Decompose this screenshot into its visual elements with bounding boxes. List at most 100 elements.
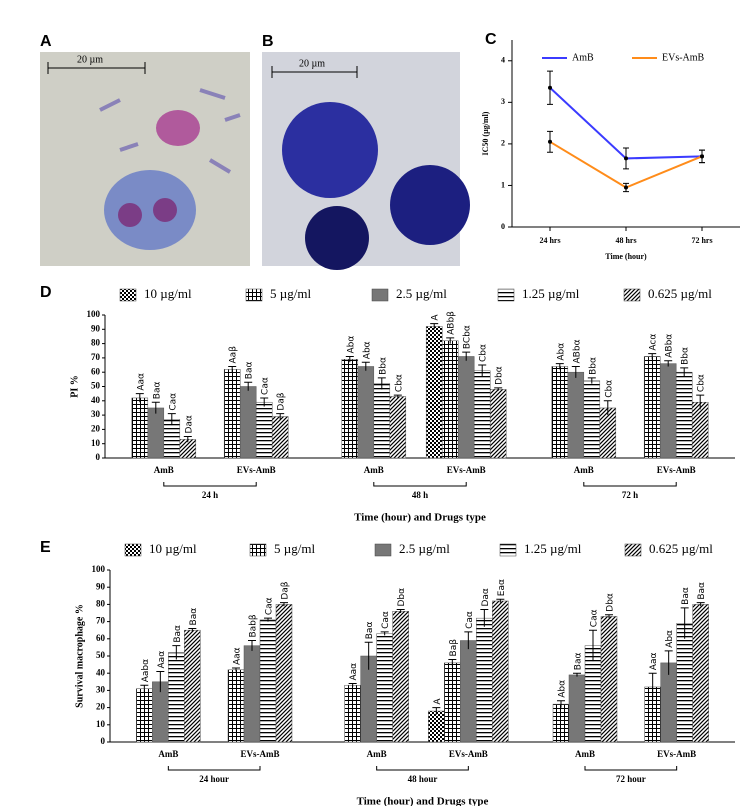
bar	[659, 363, 677, 459]
bar-label: Daβ	[281, 581, 291, 599]
error-bar	[361, 361, 370, 371]
bar-label: Abα	[362, 341, 372, 359]
bar-label: A	[431, 314, 441, 321]
bar-label: Daβ	[277, 392, 287, 410]
x-tick-label: AmB	[575, 749, 595, 759]
bar	[239, 386, 257, 459]
bar-label: Abα	[346, 336, 356, 354]
bar	[392, 611, 409, 743]
bar-label: Caα	[590, 609, 600, 627]
bar	[373, 383, 391, 459]
bar	[583, 380, 601, 459]
y-axis-label: PI %	[69, 375, 80, 398]
group-label: 72 h	[622, 490, 638, 500]
legend-swatch	[374, 543, 392, 557]
error-bar	[480, 609, 489, 627]
point	[548, 139, 552, 144]
error-bar	[364, 641, 373, 670]
y-tick-label: 80	[91, 338, 101, 348]
legend-swatch	[124, 543, 142, 557]
y-tick-label: 90	[91, 323, 101, 333]
bar-label: Caα	[381, 611, 391, 629]
error-bar	[496, 598, 505, 603]
error-bar	[448, 658, 457, 667]
bar	[275, 604, 293, 743]
error-bar	[264, 617, 272, 622]
bar	[136, 688, 153, 743]
bar-label: Aaα	[349, 663, 359, 681]
y-tick-label: 50	[96, 650, 106, 660]
error-bar	[555, 363, 564, 370]
bar-label: Abα	[556, 343, 566, 361]
y-tick-label: 30	[91, 409, 101, 419]
x-tick-label: 48 hrs	[615, 236, 636, 245]
bar-label: Aaα	[649, 653, 659, 671]
error-bar	[648, 353, 657, 360]
bar	[163, 419, 181, 459]
bar	[691, 401, 709, 459]
legend-swatch	[623, 288, 641, 302]
panel-label: A	[40, 33, 52, 50]
bar-label: Baα	[245, 362, 255, 380]
x-tick-label: 24 hrs	[539, 236, 560, 245]
x-tick-label: AmB	[367, 749, 387, 759]
bar	[255, 401, 273, 459]
panel-label: E	[40, 539, 51, 556]
group-bracket	[376, 766, 469, 771]
bar-label: Cbα	[604, 380, 614, 398]
x-tick-label: EVs-AmB	[237, 465, 276, 475]
error-bar	[140, 684, 149, 693]
bar	[341, 359, 359, 459]
group-label: 48 h	[412, 490, 428, 500]
y-tick-label: 10	[91, 438, 101, 448]
bar-label: ABbα	[665, 334, 675, 358]
point	[700, 154, 704, 159]
bar-label: Abα	[665, 630, 675, 648]
micrograph-b	[262, 52, 470, 270]
error-bar	[280, 602, 288, 607]
bar	[223, 369, 241, 459]
bar	[675, 371, 693, 459]
legend-label: EVs-AmB	[662, 52, 705, 63]
y-tick-label: 0	[101, 736, 106, 746]
bar	[271, 416, 289, 459]
y-tick-label: 30	[96, 684, 106, 694]
error-bar	[228, 365, 237, 373]
bar	[567, 371, 585, 459]
error-bar	[680, 367, 689, 377]
scale-bar-label: 20 µm	[299, 58, 325, 69]
y-tick-label: 0	[96, 452, 101, 462]
y-tick-label: 2	[501, 139, 505, 148]
x-tick-label: EVs-AmB	[447, 465, 486, 475]
x-tick-label: EVs-AmB	[657, 749, 696, 759]
group-bracket	[584, 766, 678, 771]
error-bar	[260, 397, 269, 407]
x-tick-label: AmB	[364, 465, 384, 475]
bar-label: Aaα	[136, 373, 146, 391]
bar-label: Bbα	[378, 357, 388, 375]
y-tick-label: 60	[96, 633, 106, 643]
group-bracket	[373, 482, 467, 487]
error-bar	[377, 377, 386, 390]
bar-label: BCbα	[463, 325, 473, 349]
bar	[243, 645, 261, 743]
error-bar	[571, 365, 580, 378]
bar	[473, 370, 491, 459]
legend-label: 10 µg/ml	[149, 541, 197, 556]
point	[624, 156, 628, 161]
bar-label: Bbα	[588, 357, 598, 375]
bar	[184, 629, 201, 743]
bar-label: Eaα	[497, 579, 507, 596]
legend-swatch	[499, 543, 517, 557]
bar	[492, 600, 509, 743]
error-bar	[557, 700, 565, 708]
bar-label: Dbα	[495, 366, 505, 385]
y-axis-label: IC50 (µg/ml)	[481, 111, 490, 155]
bar-label: Cbα	[479, 344, 489, 362]
bar-label: Baα	[173, 625, 183, 643]
bar	[357, 366, 375, 459]
error-bar	[478, 364, 487, 377]
y-tick-label: 70	[91, 352, 101, 362]
bar-label: Dbα	[397, 588, 407, 607]
